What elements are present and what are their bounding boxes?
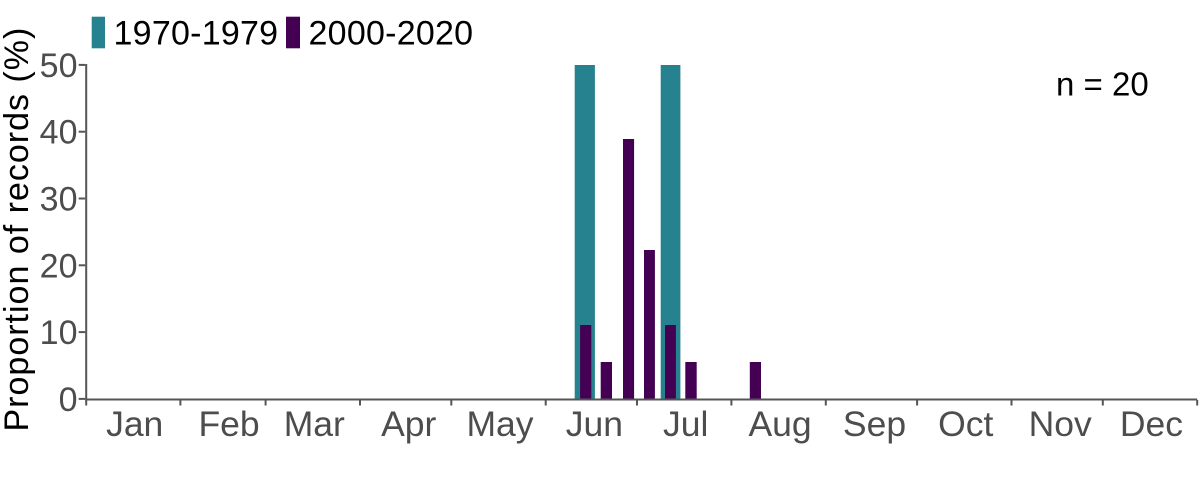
svg-text:n = 20: n = 20: [1056, 66, 1149, 103]
svg-text:Apr: Apr: [381, 404, 436, 444]
svg-text:30: 30: [40, 181, 78, 219]
svg-text:Oct: Oct: [938, 404, 993, 444]
svg-text:Mar: Mar: [284, 404, 345, 444]
svg-text:May: May: [466, 404, 533, 444]
svg-text:Sep: Sep: [843, 404, 906, 444]
svg-text:Jun: Jun: [566, 404, 623, 444]
svg-text:Nov: Nov: [1029, 404, 1092, 444]
svg-text:50: 50: [40, 47, 78, 85]
svg-text:1970-1979: 1970-1979: [114, 15, 279, 53]
svg-text:Jan: Jan: [106, 404, 163, 444]
svg-text:10: 10: [40, 314, 78, 352]
svg-text:40: 40: [40, 114, 78, 152]
svg-text:Dec: Dec: [1120, 404, 1183, 444]
svg-text:Proportion of records (%): Proportion of records (%): [0, 27, 36, 432]
svg-text:Jul: Jul: [663, 404, 708, 444]
svg-text:Aug: Aug: [749, 404, 812, 444]
svg-text:2000-2020: 2000-2020: [309, 15, 474, 53]
svg-text:20: 20: [40, 247, 78, 285]
svg-text:0: 0: [59, 381, 78, 419]
svg-text:Feb: Feb: [199, 404, 260, 444]
